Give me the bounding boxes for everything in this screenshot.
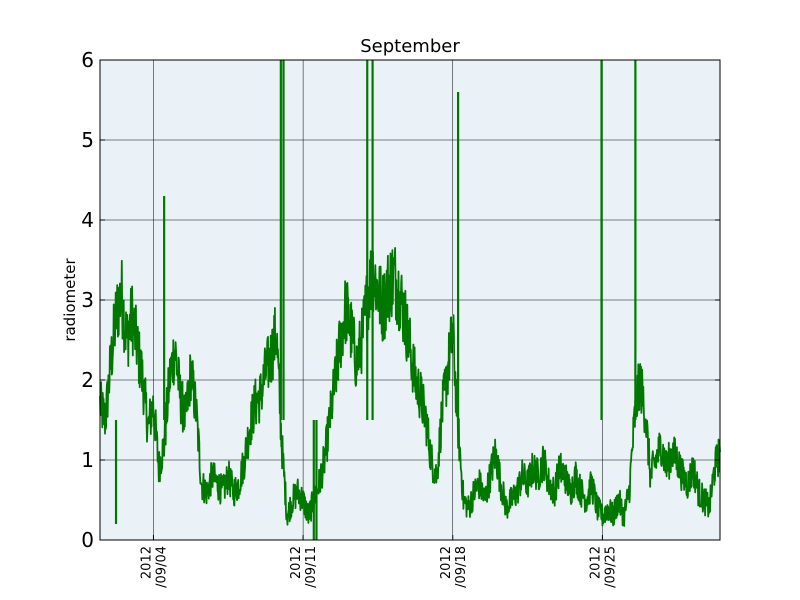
x-tick-label: 2012/09/25 (588, 546, 618, 588)
y-tick-label: 4 (81, 208, 94, 232)
y-tick-label: 1 (81, 448, 94, 472)
y-axis-label: radiometer (61, 257, 79, 341)
x-tick-label-line1: 2012 (139, 546, 154, 579)
x-tick-label-line2: /09/18 (454, 546, 469, 588)
x-tick-label: 2012/09/11 (289, 546, 319, 588)
y-tick-label: 2 (81, 368, 94, 392)
series-line (99, 247, 721, 527)
y-axis-ticks: 0 1 2 3 4 5 6 (81, 48, 720, 552)
x-tick-label: 2012/09/04 (139, 546, 169, 588)
x-tick-label-line2: /09/25 (603, 546, 618, 588)
series-group (99, 60, 721, 540)
chart-title: September (360, 36, 460, 57)
x-tick-label-line2: /09/11 (304, 546, 319, 588)
x-tick-label-line1: 2012 (439, 546, 454, 579)
y-tick-label: 0 (81, 528, 94, 552)
y-tick-label: 3 (81, 288, 94, 312)
x-axis-ticks: 2012/09/04 2012/09/11 2012/09/18 2012/09/25 (139, 535, 618, 588)
x-tick-label-line2: /09/04 (154, 546, 169, 588)
x-tick-label-line1: 2012 (289, 546, 304, 579)
y-tick-label: 6 (81, 48, 94, 72)
x-tick-label: 2012/09/18 (439, 546, 469, 588)
x-tick-label-line1: 2012 (588, 546, 603, 579)
y-tick-label: 5 (81, 128, 94, 152)
